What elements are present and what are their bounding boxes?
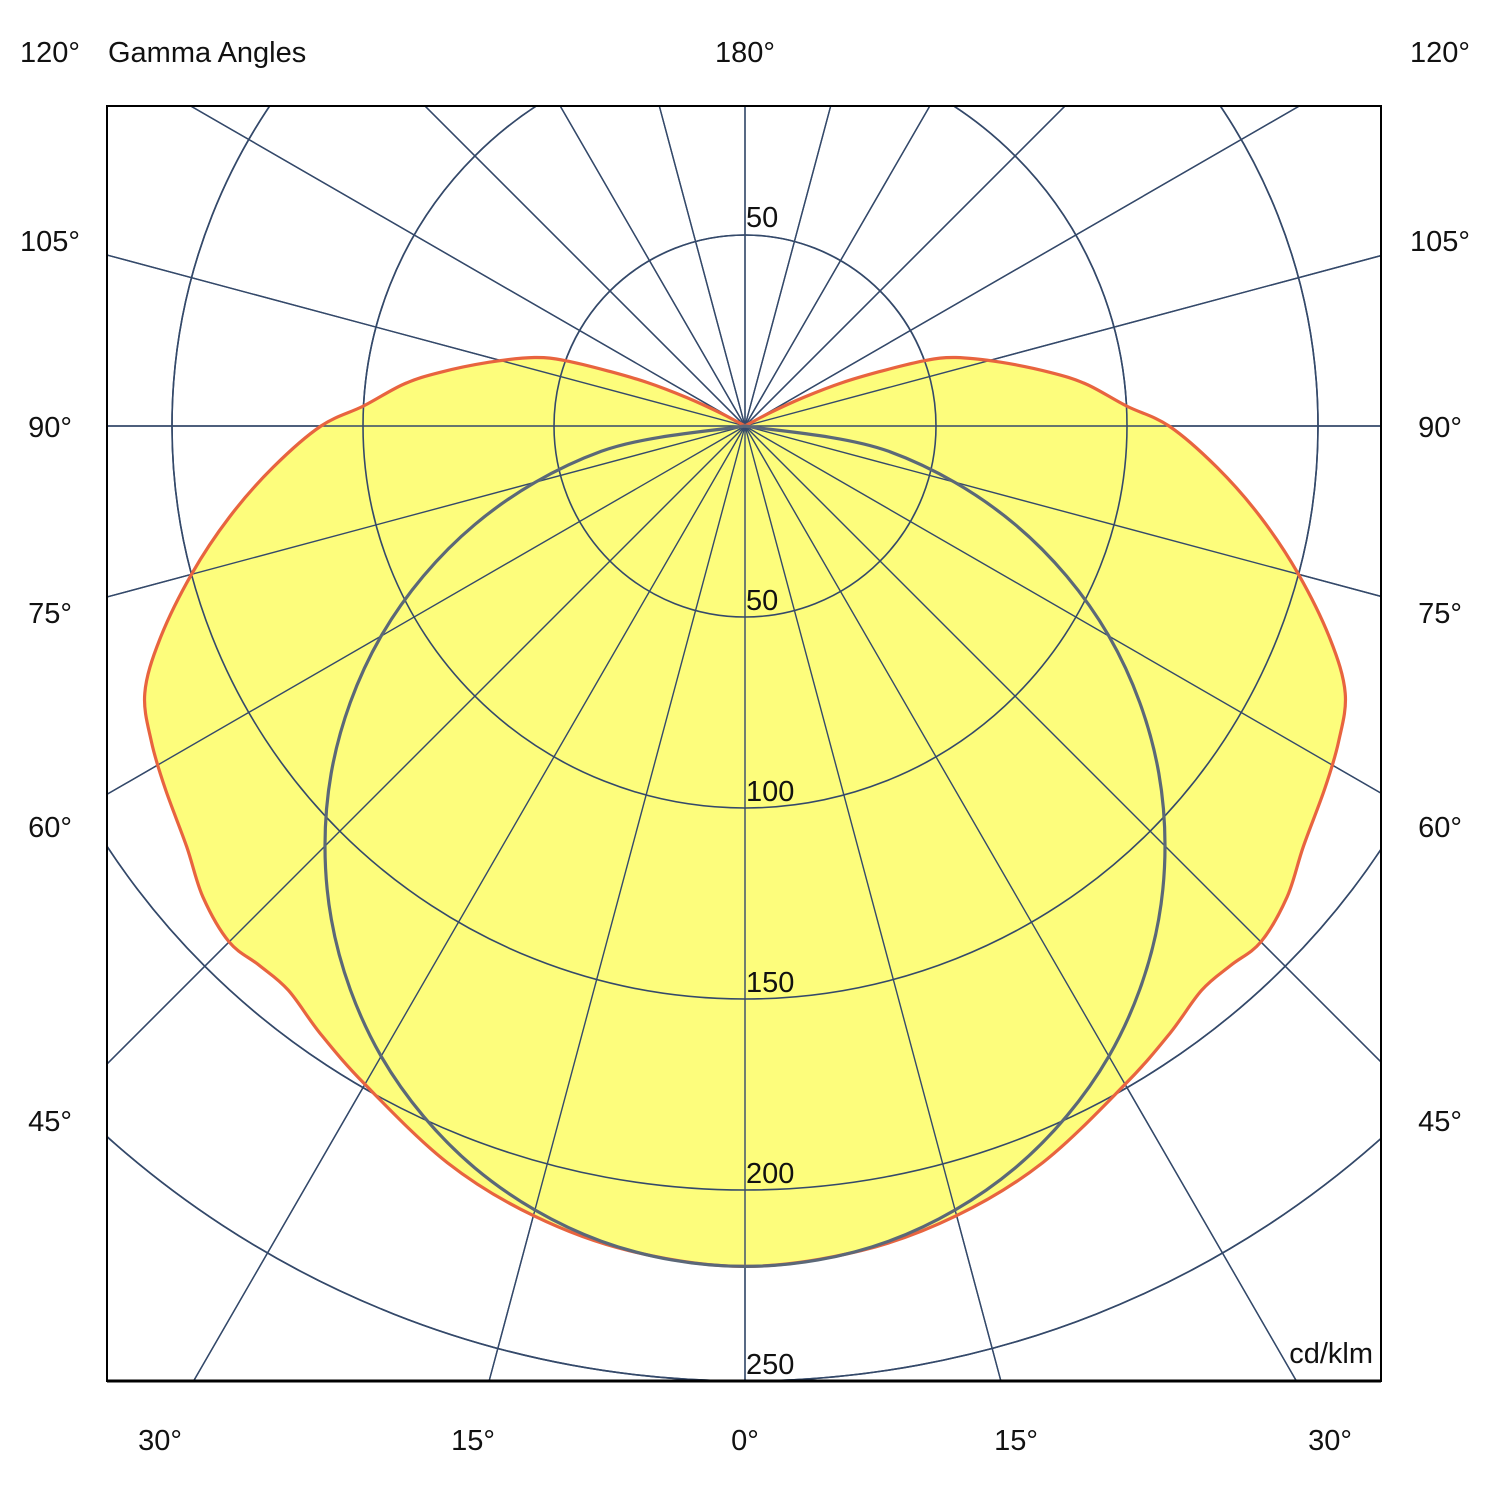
grid-radial-line: [744, 254, 1381, 427]
angle-label: 45°: [1418, 1106, 1462, 1138]
radial-labels: 50 50 100 150 200 250: [746, 202, 794, 1381]
angle-label: 60°: [28, 812, 72, 844]
series-2-curve: [323, 424, 1167, 1269]
grid-radial-line: [192, 425, 746, 1381]
grid-radial-line: [190, 106, 746, 427]
angle-label: 45°: [28, 1106, 72, 1138]
angle-label: 75°: [1418, 598, 1462, 630]
angle-label: 30°: [138, 1425, 182, 1457]
grid-radial-line: [744, 106, 931, 427]
grid-radial-line: [744, 425, 1002, 1381]
grid-radial-line: [107, 425, 746, 598]
angle-label: 0°: [731, 1425, 759, 1457]
grid-radial-line: [559, 106, 746, 427]
bottom-angle-labels: 30° 15° 0° 15° 30°: [138, 1425, 1352, 1457]
grid-radial-line: [744, 425, 1298, 1381]
radial-label: 100: [746, 776, 794, 808]
radial-label: 250: [746, 1349, 794, 1381]
series-layer: [107, 106, 1381, 1381]
angle-label: 120°: [20, 37, 80, 69]
radial-label: 50: [746, 585, 778, 617]
angle-label: 60°: [1418, 812, 1462, 844]
angle-label: 75°: [28, 598, 72, 630]
grid-radial-line: [107, 425, 746, 795]
radial-label: 150: [746, 967, 794, 999]
grid-radial-line: [424, 106, 746, 427]
angle-label: 105°: [1410, 226, 1470, 258]
grid-radial-line: [107, 254, 746, 427]
grid-radial-line: [658, 106, 746, 427]
grid-radial-line: [107, 425, 746, 1065]
angle-label: 15°: [451, 1425, 495, 1457]
angle-label: 90°: [28, 412, 72, 444]
grid-radial-line: [488, 425, 746, 1381]
grid-radial-line: [744, 425, 1381, 1063]
grid-radial-line: [744, 106, 1066, 427]
radial-label: 50: [746, 202, 778, 234]
grid-radial-line: [744, 106, 1300, 427]
grid-overlay: [107, 106, 1381, 1381]
top-angle-label: 180°: [715, 37, 775, 69]
unit-label: cd/klm: [1289, 1338, 1373, 1370]
angle-label: 120°: [1410, 37, 1470, 69]
angle-label: 30°: [1308, 1425, 1352, 1457]
angle-label: 105°: [20, 226, 80, 258]
left-angle-labels: 120° 105° 90° 75° 60° 45°: [20, 37, 80, 1138]
grid-radial-line: [744, 106, 832, 427]
radial-label: 200: [746, 1158, 794, 1190]
right-angle-labels: 120° 105° 90° 75° 60° 45°: [1410, 37, 1470, 1138]
grid-radial-line: [744, 425, 1381, 598]
angle-label: 90°: [1418, 412, 1462, 444]
angle-label: 15°: [994, 1425, 1038, 1457]
chart-title: Gamma Angles: [108, 37, 306, 69]
grid-radial-line: [744, 425, 1381, 794]
